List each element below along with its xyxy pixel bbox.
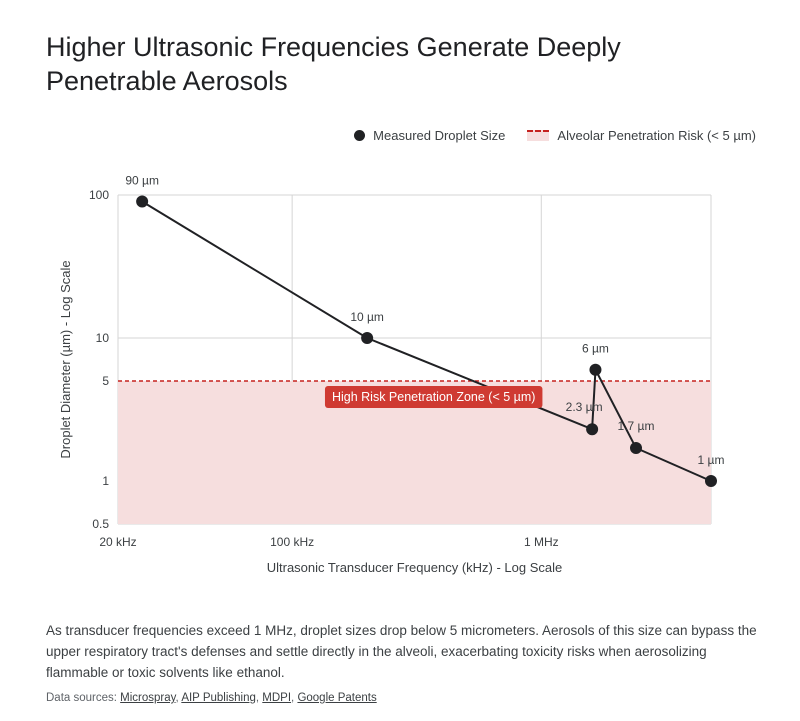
sources-label: Data sources: bbox=[46, 692, 117, 704]
y-tick-label: 5 bbox=[102, 374, 109, 388]
legend-label-measured: Measured Droplet Size bbox=[373, 128, 506, 143]
x-tick-label: 1 MHz bbox=[524, 535, 559, 549]
data-point bbox=[705, 474, 717, 487]
y-axis-title: Droplet Diameter (µm) - Log Scale bbox=[58, 260, 73, 458]
risk-zone-annotation-box bbox=[324, 386, 543, 409]
legend-item-risk: Alveolar Penetration Risk (< 5 µm) bbox=[527, 128, 756, 143]
chart-description: As transducer frequencies exceed 1 MHz, … bbox=[46, 623, 757, 680]
data-point bbox=[589, 363, 602, 376]
legend-marker-risk bbox=[527, 130, 550, 141]
risk-zone-annotation-text: High Risk Penetration Zone (< 5 µm) bbox=[332, 390, 535, 404]
data-label: 10 µm bbox=[350, 310, 384, 324]
data-label: 90 µm bbox=[125, 174, 159, 188]
y-tick-label: 100 bbox=[89, 188, 109, 202]
legend-label-risk: Alveolar Penetration Risk (< 5 µm) bbox=[557, 128, 756, 143]
data-point bbox=[361, 331, 374, 344]
source-link-aip-publishing[interactable]: AIP Publishing bbox=[181, 692, 256, 704]
x-tick-label: 100 kHz bbox=[270, 535, 314, 549]
data-label: 1.7 µm bbox=[618, 419, 655, 433]
y-tick-label: 1 bbox=[102, 474, 109, 488]
chart-svg: 100 10 5 1 0.5 20 kHz 100 kHz 1 MHz Ultrasonic T… bbox=[58, 174, 724, 575]
chart-title: Higher Ultrasonic Frequencies Generate D… bbox=[46, 32, 621, 96]
series-line-measured bbox=[141, 200, 712, 482]
source-link-mdpi[interactable]: MDPI bbox=[262, 692, 292, 704]
data-point bbox=[630, 442, 643, 455]
annotation-layer: High Risk Penetration Zone (< 5 µm) bbox=[324, 386, 543, 409]
source-link-microspray[interactable]: Microspray bbox=[120, 692, 176, 704]
data-point bbox=[136, 195, 149, 208]
y-tick-label: 0.5 bbox=[92, 517, 109, 531]
y-tick-label: 10 bbox=[96, 331, 110, 345]
source-link-google-patents[interactable]: Google Patents bbox=[297, 692, 377, 704]
legend-marker-dot bbox=[354, 130, 366, 141]
data-point bbox=[586, 423, 599, 436]
series-layer: 90 µm 10 µm 2.3 µm 6 µm 1.7 µm 1 µm bbox=[125, 174, 724, 487]
data-label: 6 µm bbox=[582, 342, 609, 356]
data-label: 1 µm bbox=[698, 453, 725, 467]
axes-layer: 100 10 5 1 0.5 20 kHz 100 kHz 1 MHz Ultrasonic T… bbox=[58, 188, 562, 575]
data-sources: Data sources: Microspray, AIP Publishing… bbox=[46, 692, 377, 704]
data-label: 2.3 µm bbox=[566, 400, 603, 414]
x-tick-label: 20 kHz bbox=[99, 535, 136, 549]
chart-legend: Measured Droplet Size Alveolar Penetrati… bbox=[354, 128, 756, 143]
legend-item-measured: Measured Droplet Size bbox=[354, 128, 505, 143]
x-axis-title: Ultrasonic Transducer Frequency (kHz) - … bbox=[267, 560, 563, 575]
